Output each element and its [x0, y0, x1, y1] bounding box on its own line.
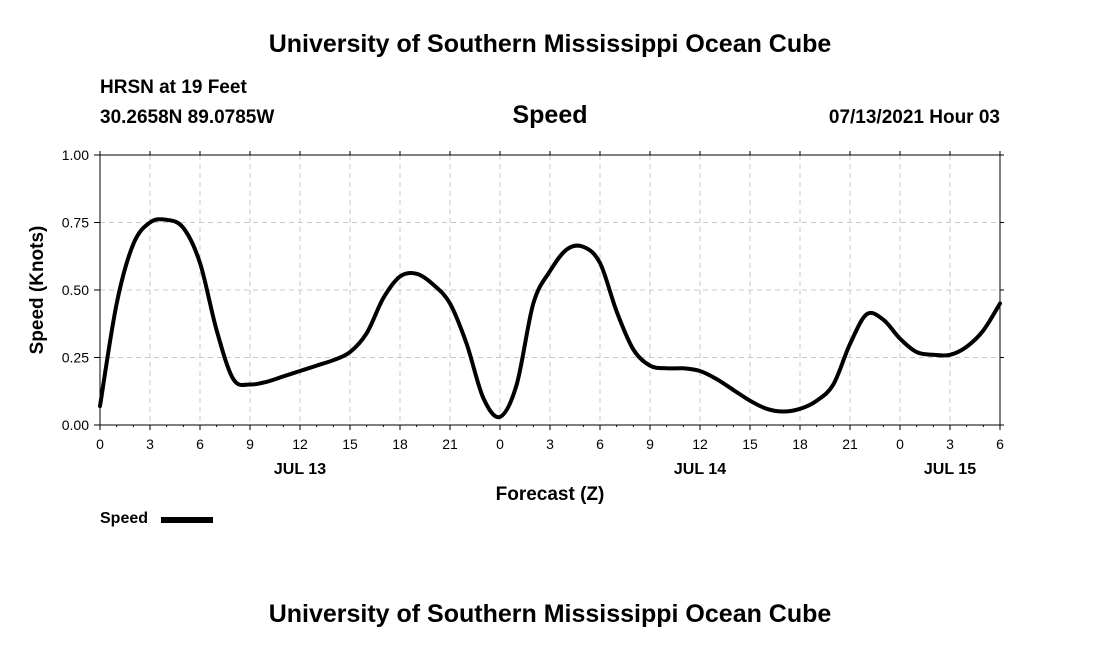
datetime-label: 07/13/2021 Hour 03 — [828, 107, 1000, 128]
x-tick-label: 21 — [842, 436, 858, 452]
footer-title: University of Southern Mississippi Ocean… — [268, 600, 832, 628]
x-tick-label: 18 — [392, 436, 408, 452]
y-tick-label: 1.00 — [62, 147, 89, 163]
date-label: JUL 14 — [674, 461, 726, 478]
chart-title: University of Southern Mississippi Ocean… — [268, 30, 832, 58]
y-axis-label: Speed (Knots) — [27, 226, 48, 355]
x-tick-label: 15 — [342, 436, 358, 452]
x-tick-label: 3 — [146, 436, 154, 452]
x-tick-label: 6 — [596, 436, 604, 452]
series-line-speed — [98, 217, 1002, 420]
date-label: JUL 15 — [924, 461, 976, 478]
date-label: JUL 13 — [274, 461, 326, 478]
variable-title: Speed — [512, 101, 588, 129]
x-tick-label: 9 — [646, 436, 654, 452]
y-tick-label: 0.00 — [62, 417, 89, 433]
x-tick-label: 6 — [196, 436, 204, 452]
legend-swatch — [161, 517, 213, 523]
y-tick-label: 0.50 — [62, 282, 89, 298]
x-tick-label: 18 — [792, 436, 808, 452]
x-axis-label: Forecast (Z) — [496, 484, 605, 505]
x-tick-label: 3 — [946, 436, 954, 452]
x-tick-label: 12 — [692, 436, 708, 452]
coordinates-label: 30.2658N 89.0785W — [100, 107, 275, 128]
x-tick-label: 15 — [742, 436, 758, 452]
y-tick-label: 0.25 — [62, 350, 89, 366]
station-label: HRSN at 19 Feet — [100, 77, 247, 98]
x-tick-label: 3 — [546, 436, 554, 452]
axis-tick-labels: 0 3 6 9 12 15 18 21 0 3 6 9 12 15 18 21 0 3 6 0.00 0.25 0.50 0… — [62, 147, 1004, 478]
grid-lines — [100, 155, 1000, 425]
x-tick-label: 0 — [496, 436, 504, 452]
y-tick-label: 0.75 — [62, 215, 89, 231]
x-tick-label: 6 — [996, 436, 1004, 452]
x-tick-label: 0 — [96, 436, 104, 452]
x-tick-label: 21 — [442, 436, 458, 452]
legend-label: Speed — [100, 510, 149, 527]
x-tick-label: 9 — [246, 436, 254, 452]
x-tick-label: 12 — [292, 436, 308, 452]
axis-ticks — [94, 151, 1004, 430]
x-tick-label: 0 — [896, 436, 904, 452]
